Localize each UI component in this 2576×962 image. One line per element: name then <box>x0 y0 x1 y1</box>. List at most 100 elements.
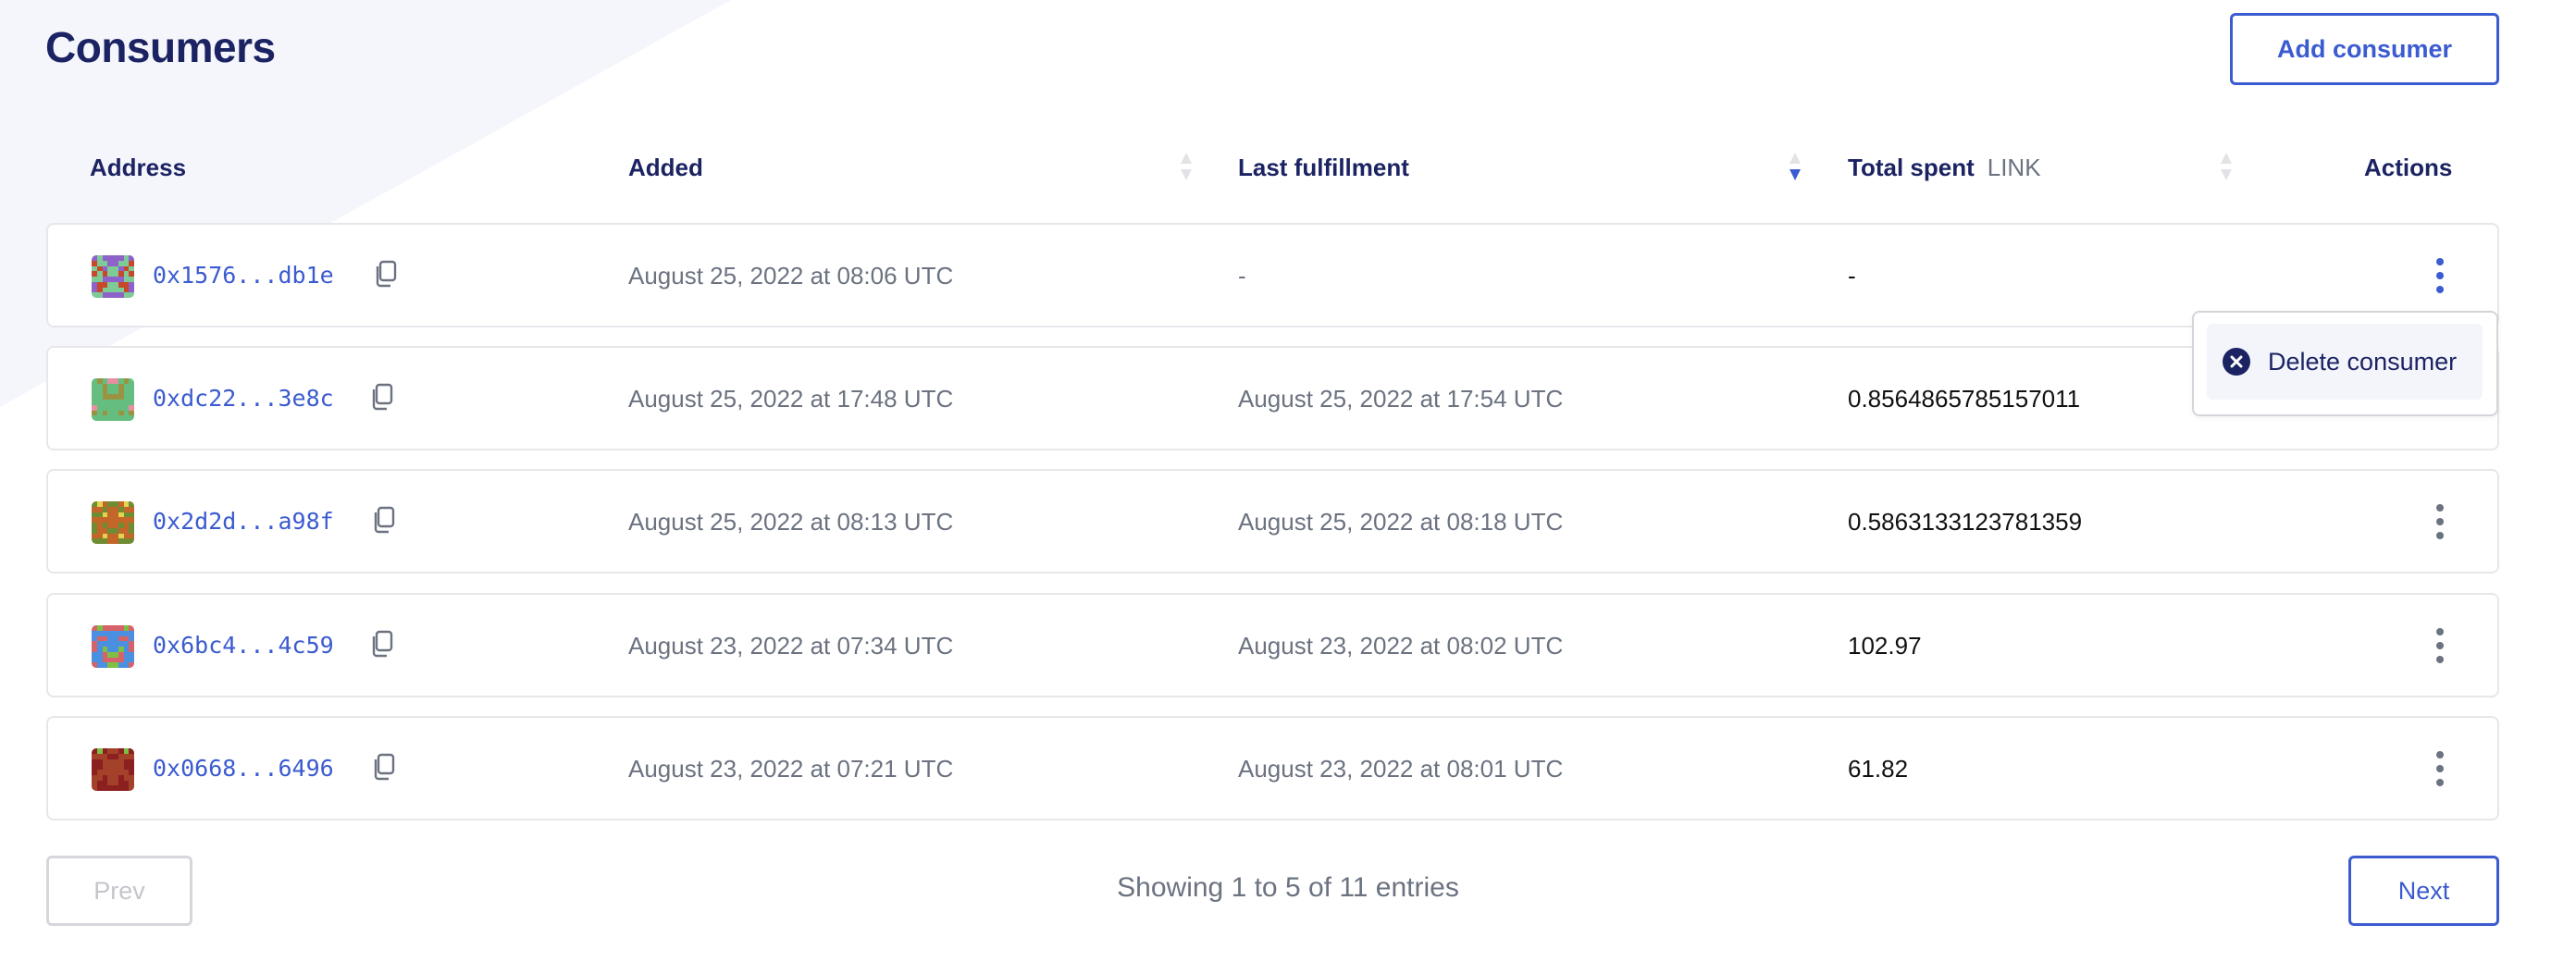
next-button[interactable]: Next <box>2348 856 2499 926</box>
add-consumer-button[interactable]: Add consumer <box>2230 13 2499 85</box>
avatar-pixel <box>96 512 103 518</box>
avatar-pixel <box>129 758 134 765</box>
header-total-spent-unit: LINK <box>1987 154 2041 181</box>
copy-icon[interactable] <box>370 383 394 411</box>
last-fulfillment-cell: August 23, 2022 at 08:02 UTC <box>1238 632 1564 660</box>
avatar-pixel <box>102 774 108 781</box>
avatar-pixel <box>118 523 124 528</box>
avatar-pixel <box>129 271 134 277</box>
delete-consumer-menu-item[interactable]: Delete consumer <box>2207 324 2483 400</box>
avatar-pixel <box>129 785 134 791</box>
avatar-pixel <box>129 410 134 416</box>
avatar-pixel <box>118 292 124 298</box>
avatar-pixel <box>129 277 134 282</box>
avatar-pixel <box>123 260 130 266</box>
more-actions-icon[interactable] <box>2428 253 2452 299</box>
avatar-pixel <box>92 281 97 288</box>
avatar-pixel <box>102 764 108 770</box>
avatar-pixel <box>96 758 103 765</box>
avatar-pixel <box>123 770 130 775</box>
avatar-pixel <box>96 753 103 759</box>
added-cell: August 25, 2022 at 08:06 UTC <box>628 262 954 290</box>
avatar-pixel <box>118 785 124 791</box>
copy-icon[interactable] <box>374 260 398 288</box>
avatar-pixel <box>107 404 113 411</box>
sort-icon[interactable] <box>1179 151 1194 182</box>
address-link[interactable]: 0x2d2d...a98f <box>153 508 334 535</box>
avatar-pixel <box>102 260 108 266</box>
header-last-fulfillment[interactable]: Last fulfillment <box>1238 154 1409 181</box>
avatar-pixel <box>118 647 124 652</box>
avatar-pixel <box>102 641 108 647</box>
avatar-pixel <box>118 388 124 395</box>
avatar-pixel <box>118 657 124 663</box>
header-added[interactable]: Added <box>628 154 703 181</box>
avatar-pixel <box>102 635 108 642</box>
avatar-pixel <box>118 625 124 631</box>
avatar-pixel <box>123 753 130 759</box>
avatar-pixel <box>123 410 130 416</box>
avatar-pixel <box>118 527 124 534</box>
last-fulfillment-cell: August 25, 2022 at 17:54 UTC <box>1238 385 1564 413</box>
avatar-pixel <box>118 538 124 544</box>
more-actions-icon[interactable] <box>2428 623 2452 669</box>
total-spent-cell: 0.8564865785157011 <box>1848 385 2081 413</box>
avatar-pixel <box>113 388 118 395</box>
avatar-pixel <box>123 764 130 770</box>
copy-icon[interactable] <box>372 506 396 534</box>
header-total-spent[interactable]: Total spent LINK <box>1848 154 2041 182</box>
avatar-pixel <box>96 260 103 266</box>
avatar-pixel <box>107 527 113 534</box>
avatar-pixel <box>92 523 97 528</box>
avatar-pixel <box>123 404 130 411</box>
avatar-pixel <box>129 265 134 272</box>
avatar-pixel <box>107 630 113 636</box>
avatar-pixel <box>96 501 103 507</box>
avatar-pixel <box>102 404 108 411</box>
avatar-pixel <box>102 410 108 416</box>
avatar-pixel <box>118 780 124 786</box>
avatar-pixel <box>102 527 108 534</box>
copy-icon[interactable] <box>372 753 396 781</box>
prev-button[interactable]: Prev <box>46 856 192 926</box>
address-link[interactable]: 0x0668...6496 <box>153 755 334 782</box>
avatar-pixel <box>107 388 113 395</box>
avatar-pixel <box>123 774 130 781</box>
avatar-pixel <box>107 662 113 668</box>
avatar-pixel <box>102 523 108 528</box>
avatar-pixel <box>96 517 103 523</box>
avatar-pixel <box>123 625 130 631</box>
avatar-pixel <box>96 404 103 411</box>
avatar-pixel <box>92 647 97 652</box>
address-link[interactable]: 0x6bc4...4c59 <box>153 632 334 659</box>
avatar-pixel <box>107 780 113 786</box>
avatar-pixel <box>129 404 134 411</box>
avatar-pixel <box>107 265 113 272</box>
header-total-spent-label: Total spent <box>1848 154 1975 181</box>
avatar-pixel <box>129 630 134 636</box>
address-link[interactable]: 0xdc22...3e8c <box>153 385 334 412</box>
address-link[interactable]: 0x1576...db1e <box>153 262 334 289</box>
avatar-pixel <box>107 538 113 544</box>
avatar-pixel <box>123 630 130 636</box>
avatar-pixel <box>96 635 103 642</box>
added-cell: August 23, 2022 at 07:34 UTC <box>628 632 954 660</box>
more-actions-icon[interactable] <box>2428 746 2452 792</box>
sort-icon[interactable] <box>2219 151 2234 182</box>
avatar-pixel <box>102 647 108 652</box>
avatar-pixel <box>118 281 124 288</box>
avatar-pixel <box>92 394 97 400</box>
total-spent-cell: - <box>1848 262 1856 290</box>
sort-desc-icon[interactable] <box>1788 151 1802 182</box>
avatar-pixel <box>129 501 134 507</box>
avatar-pixel <box>118 400 124 405</box>
more-actions-icon[interactable] <box>2428 499 2452 545</box>
copy-icon[interactable] <box>370 630 394 658</box>
avatar-pixel <box>102 265 108 272</box>
avatar-pixel <box>102 512 108 518</box>
avatar-pixel <box>113 410 118 416</box>
avatar-pixel <box>123 383 130 389</box>
avatar-pixel <box>113 512 118 518</box>
avatar-pixel <box>92 506 97 512</box>
delete-consumer-label: Delete consumer <box>2268 347 2458 376</box>
